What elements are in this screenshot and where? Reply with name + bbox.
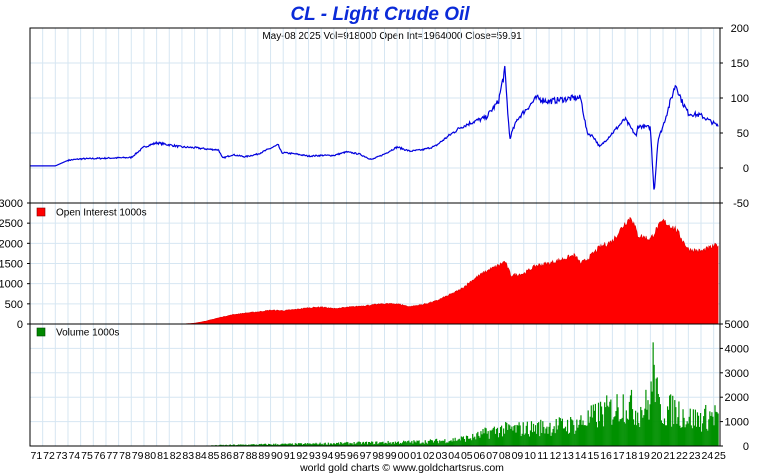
y-tick-label: 50: [737, 128, 749, 140]
x-tick-label: 19: [638, 450, 650, 462]
volume-bars: [182, 342, 719, 446]
x-tick-label: 08: [499, 450, 511, 462]
x-tick-label: 90: [271, 450, 283, 462]
x-tick-label: 13: [562, 450, 574, 462]
y-tick-label: 1500: [0, 259, 23, 271]
x-tick-label: 00: [398, 450, 410, 462]
x-tick-label: 91: [284, 450, 296, 462]
x-tick-label: 97: [360, 450, 372, 462]
price-panel-frame: [29, 27, 721, 204]
x-tick-label: 09: [512, 450, 524, 462]
x-tick-label: 22: [676, 450, 688, 462]
x-tick-label: 78: [119, 450, 131, 462]
x-axis-year-labels: 71 72 73 74 75 76 77 78 79 80 81 82 83 84 85 86 87 88 89 90…: [30, 450, 726, 462]
x-tick-label: 06: [474, 450, 486, 462]
price-axis-ticks: 200 150 100 50 0 -50: [720, 23, 749, 210]
x-tick-label: 80: [144, 450, 156, 462]
y-tick-label: 3000: [725, 368, 749, 380]
y-tick-label: 1000: [0, 279, 23, 291]
x-tick-label: 02: [423, 450, 435, 462]
x-tick-label: 84: [195, 450, 207, 462]
x-tick-label: 95: [334, 450, 346, 462]
x-tick-label: 10: [524, 450, 536, 462]
x-tick-label: 24: [701, 450, 713, 462]
x-tick-label: 94: [322, 450, 334, 462]
x-tick-label: 82: [170, 450, 182, 462]
x-tick-label: 87: [233, 450, 245, 462]
open-interest-legend-label: Open Interest 1000s: [56, 208, 147, 219]
price-series-line: [30, 65, 719, 190]
x-tick-label: 85: [208, 450, 220, 462]
x-tick-label: 16: [600, 450, 612, 462]
open-interest-area: [181, 216, 719, 325]
y-tick-label: 500: [5, 299, 23, 311]
y-tick-label: -50: [733, 198, 749, 210]
x-tick-label: 99: [385, 450, 397, 462]
y-tick-label: 150: [731, 58, 749, 70]
y-tick-label: 2000: [0, 238, 23, 250]
x-tick-label: 25: [714, 450, 726, 462]
price-panel-grid: [29, 27, 720, 204]
y-tick-label: 0: [17, 319, 23, 331]
y-tick-label: 2500: [0, 218, 23, 230]
x-tick-label: 76: [94, 450, 106, 462]
volume-legend-swatch: [36, 327, 46, 337]
y-tick-label: 2000: [725, 392, 749, 404]
open-interest-legend-swatch: [36, 207, 46, 217]
x-tick-label: 74: [68, 450, 80, 462]
x-tick-label: 04: [448, 450, 460, 462]
x-tick-label: 14: [575, 450, 587, 462]
x-tick-label: 18: [626, 450, 638, 462]
y-tick-label: 3000: [0, 198, 23, 210]
y-tick-label: 0: [743, 163, 749, 175]
x-tick-label: 05: [461, 450, 473, 462]
x-tick-label: 71: [30, 450, 42, 462]
x-tick-label: 73: [56, 450, 68, 462]
x-tick-label: 72: [43, 450, 55, 462]
y-tick-label: 0: [743, 441, 749, 453]
x-tick-label: 21: [664, 450, 676, 462]
x-tick-label: 11: [537, 450, 548, 462]
x-tick-label: 07: [486, 450, 498, 462]
x-tick-label: 77: [106, 450, 118, 462]
x-tick-label: 12: [550, 450, 562, 462]
volume-panel-frame: [29, 323, 721, 447]
volume-legend-label: Volume 1000s: [56, 328, 119, 339]
x-tick-label: 93: [309, 450, 321, 462]
x-tick-label: 83: [182, 450, 194, 462]
x-tick-label: 03: [436, 450, 448, 462]
x-tick-label: 92: [296, 450, 308, 462]
x-tick-label: 01: [410, 450, 422, 462]
x-tick-label: 20: [651, 450, 663, 462]
open-interest-axis-ticks: 3000 2500 2000 1500 1000 500 0: [0, 198, 30, 331]
x-tick-label: 81: [157, 450, 169, 462]
y-tick-label: 1000: [725, 417, 749, 429]
x-tick-label: 88: [246, 450, 258, 462]
x-tick-label: 79: [132, 450, 144, 462]
x-tick-label: 96: [347, 450, 359, 462]
y-tick-label: 100: [731, 93, 749, 105]
x-tick-label: 98: [372, 450, 384, 462]
x-tick-label: 89: [258, 450, 270, 462]
x-tick-label: 23: [689, 450, 701, 462]
chart-title: CL - Light Crude Oil: [290, 4, 470, 25]
chart-footer: world gold charts © www.goldchartsrus.co…: [299, 462, 504, 474]
y-tick-label: 4000: [725, 343, 749, 355]
y-tick-label: 5000: [725, 319, 749, 331]
x-tick-label: 86: [220, 450, 232, 462]
x-tick-label: 17: [613, 450, 625, 462]
chart-subtitle: May-08 2025 Vol=918000 Open Int=1964000 …: [262, 31, 522, 42]
volume-axis-ticks: 5000 4000 3000 2000 1000 0: [720, 319, 749, 453]
x-tick-label: 75: [81, 450, 93, 462]
y-tick-label: 200: [731, 23, 749, 35]
x-tick-label: 15: [588, 450, 600, 462]
